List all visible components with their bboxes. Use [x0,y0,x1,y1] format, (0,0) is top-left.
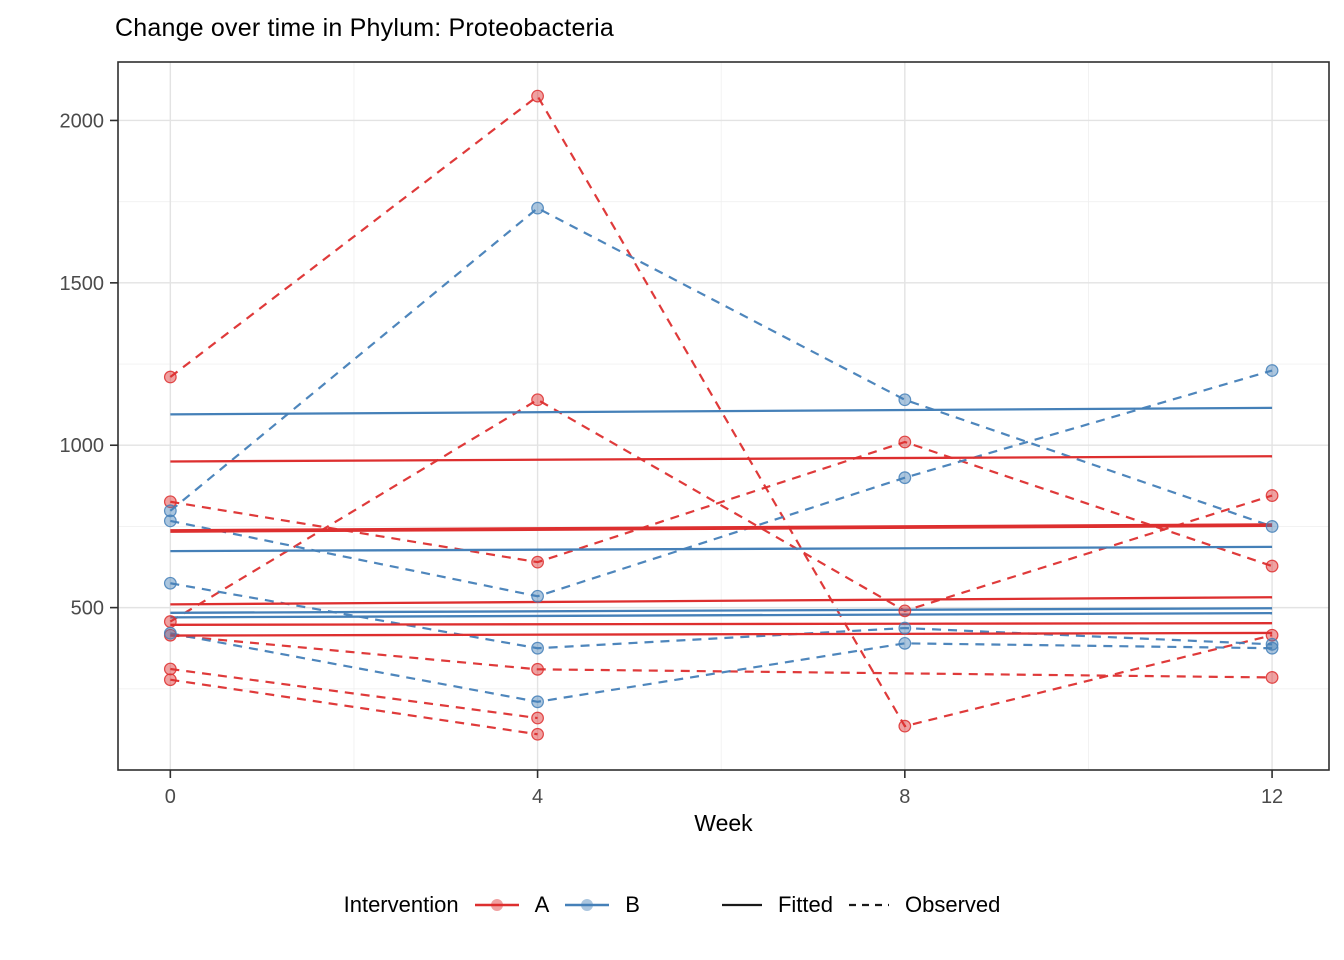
data-point-A-observed-6-week-0[interactable] [163,673,177,687]
fitted-line-A-fitted-4 [170,622,1273,626]
data-point-B-observed-4-week-8[interactable] [898,636,912,650]
observed-line-A-observed-3 [169,398,1273,623]
data-point-A-observed-4-week-12[interactable] [1265,671,1279,684]
fitted-line-A-fitted-3 [170,596,1273,606]
observed-line-B-observed-4 [170,632,1273,703]
plot-area: 0 4 8 12 500 1000 1500 2000 [60,61,1330,808]
data-point-A-observed-4-week-4[interactable] [531,662,544,676]
x-tick-label: 12 [1261,786,1283,808]
data-point-B-observed-3-week-4[interactable] [531,641,544,655]
legend-key-fitted-icon[interactable] [720,894,764,916]
data-point-A-observed-1-week-0[interactable] [163,370,177,384]
legend-label-b[interactable]: B [625,892,640,917]
legend-key-a-point [490,899,503,911]
data-point-A-observed-5-week-4[interactable] [531,711,544,725]
data-point-A-observed-3-week-4[interactable] [531,393,544,407]
x-tick-label: 8 [899,786,910,808]
y-tick-label: 500 [71,598,104,620]
y-tick-label: 1500 [60,273,105,295]
panel-border [117,61,1330,771]
data-point-A-observed-2-week-12[interactable] [1265,559,1279,573]
observed-line-A-observed-6 [170,678,538,736]
observed-line-A-observed-4 [170,634,1273,679]
legend-label-observed[interactable]: Observed [904,892,1001,917]
data-point-B-observed-4-week-12[interactable] [1265,641,1279,655]
data-point-B-observed-3-week-8[interactable] [898,621,912,635]
data-point-B-observed-1-week-8[interactable] [898,393,912,407]
x-tick-label: 0 [165,786,176,808]
legend-key-observed-icon[interactable] [847,894,891,916]
data-point-A-observed-3-week-0[interactable] [163,615,177,628]
data-point-B-observed-2-week-8[interactable] [898,471,912,485]
data-point-B-observed-1-week-12[interactable] [1265,520,1279,533]
fitted-line-B-fitted-2 [170,545,1273,553]
observed-line-A-observed-1 [169,94,1273,728]
data-point-A-observed-3-week-8[interactable] [898,604,912,618]
data-point-A-observed-2-week-4[interactable] [531,555,544,569]
data-point-A-observed-2-week-8[interactable] [898,435,912,449]
x-tick-label: 4 [532,786,543,808]
data-point-B-observed-3-week-12[interactable] [1265,637,1279,651]
data-point-A-observed-1-week-12[interactable] [1265,628,1279,642]
data-point-A-observed-3-week-12[interactable] [1265,489,1279,502]
legend: Intervention A B Fitted Observed [0,892,1344,918]
data-point-A-observed-6-week-4[interactable] [531,727,544,741]
fitted-line-B-fitted-3 [170,607,1273,614]
observed-line-A-observed-5 [170,667,538,720]
legend-key-b-icon[interactable] [563,894,611,916]
legend-key-a-icon[interactable] [473,894,521,916]
data-point-B-observed-1-week-4[interactable] [531,201,544,215]
data-point-B-observed-4-week-4[interactable] [531,695,544,709]
observed-line-A-observed-2 [170,440,1273,568]
data-point-B-observed-2-week-12[interactable] [1265,364,1279,377]
legend-label-a[interactable]: A [534,892,550,917]
data-point-B-observed-2-week-0[interactable] [163,514,177,528]
data-point-B-observed-4-week-0[interactable] [163,626,177,640]
fitted-line-B-fitted-1 [170,406,1273,416]
y-tick-label: 1000 [60,435,105,457]
data-point-B-observed-2-week-4[interactable] [531,589,544,603]
fitted-line-A-fitted-1 [170,455,1273,463]
data-point-B-observed-1-week-0[interactable] [163,504,177,518]
legend-label-fitted[interactable]: Fitted [777,892,833,917]
fitted-line-B-fitted-4 [170,611,1273,619]
observed-line-B-observed-2 [170,369,1273,598]
data-point-A-observed-1-week-8[interactable] [898,719,912,733]
y-tick-label: 2000 [60,110,105,132]
data-point-A-observed-5-week-0[interactable] [163,662,177,676]
fitted-line-A-fitted-2 [170,523,1273,533]
fitted-line-A-fitted-5 [170,631,1273,637]
data-point-B-observed-3-week-0[interactable] [163,576,177,590]
legend-key-b-point [581,899,594,911]
legend-title: Intervention [343,892,459,917]
chart-title: Change over time in Phylum: Proteobacter… [115,14,614,42]
data-point-A-observed-1-week-4[interactable] [531,89,544,103]
data-point-A-observed-2-week-0[interactable] [163,495,177,509]
x-axis-title: Week [694,810,753,836]
